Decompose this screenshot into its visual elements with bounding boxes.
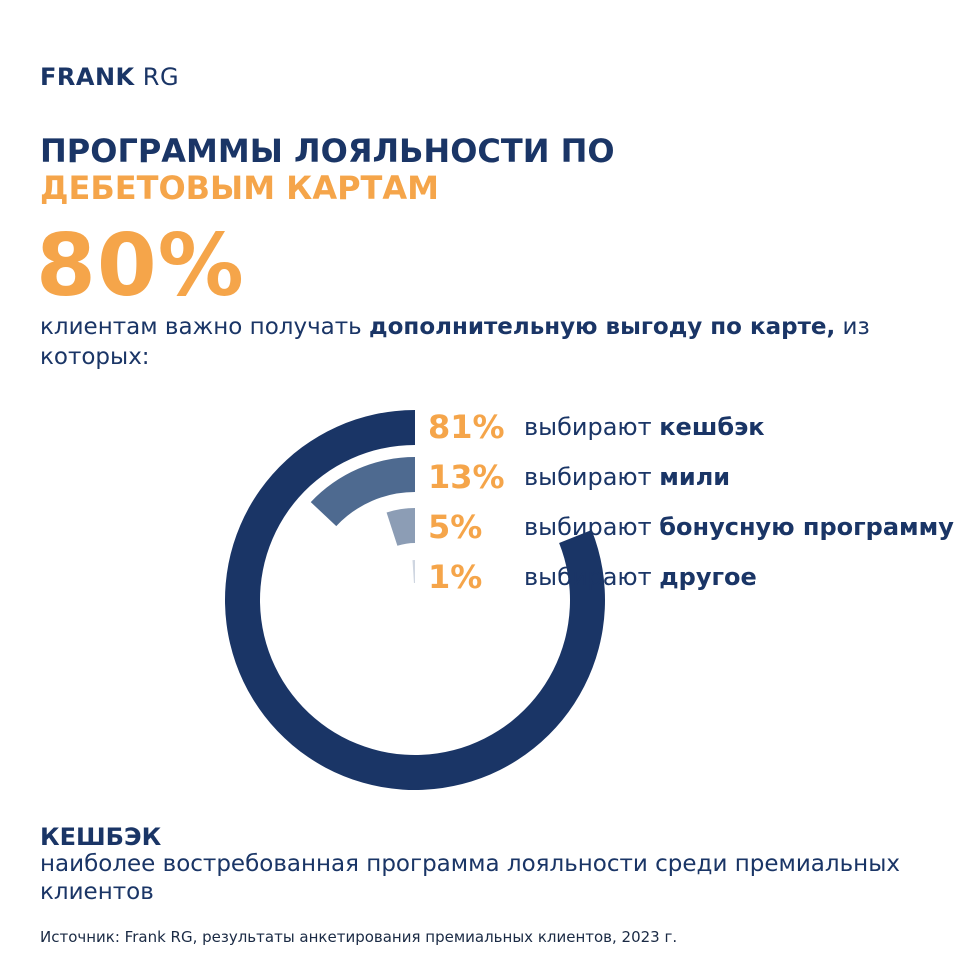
source-note: Источник: Frank RG, результаты анкетиров…	[40, 928, 678, 946]
legend-row-other: 1% выбирают другое	[428, 557, 757, 597]
brand-logo: FRANK RG	[40, 63, 179, 91]
ring-bar-4	[412, 560, 415, 584]
ring-bar-3	[386, 508, 415, 546]
title-accent: ДЕБЕТОВЫМ КАРТАМ	[40, 169, 439, 207]
subtitle-part2: из которых:	[40, 314, 870, 370]
logo-regular: RG	[142, 63, 180, 91]
legend-text: выбирают кешбэк	[524, 413, 765, 441]
legend-prefix: выбирают	[524, 413, 652, 441]
legend-prefix: выбирают	[524, 513, 652, 541]
pct-label: 1%	[428, 558, 483, 596]
ring-bar-2	[310, 457, 415, 527]
page-title: ПРОГРАММЫ ЛОЯЛЬНОСТИ ПО ДЕБЕТОВЫМ КАРТАМ	[40, 133, 860, 207]
category-label: бонусную программу	[659, 513, 954, 541]
category-label: другое	[659, 563, 757, 591]
legend-row-bonus: 5% выбирают бонусную программу	[428, 507, 954, 547]
legend-row-miles: 13% выбирают мили	[428, 457, 730, 497]
pct-label: 5%	[428, 508, 483, 546]
legend-row-cashback: 81% выбирают кешбэк	[428, 407, 765, 447]
footer-title: КЕШБЭК	[40, 823, 162, 851]
logo-bold: FRANK	[40, 63, 135, 91]
legend-text: выбирают бонусную программу	[524, 513, 954, 541]
headline-value: 80%	[36, 216, 245, 316]
pct-label: 81%	[428, 408, 505, 446]
legend-text: выбирают мили	[524, 463, 730, 491]
title-main: ПРОГРАММЫ ЛОЯЛЬНОСТИ ПО	[40, 132, 615, 170]
category-label: кешбэк	[659, 413, 765, 441]
legend-prefix: выбирают	[524, 563, 652, 591]
footer-text: наиболее востребованная программа лояльн…	[40, 851, 900, 905]
pct-label: 13%	[428, 458, 505, 496]
legend-text: выбирают другое	[524, 563, 757, 591]
subtitle: клиентам важно получать дополнительную в…	[40, 312, 960, 372]
legend-prefix: выбирают	[524, 463, 652, 491]
category-label: мили	[659, 463, 731, 491]
subtitle-bold: дополнительную выгоду по карте,	[369, 314, 836, 340]
subtitle-part1: клиентам важно получать	[40, 314, 370, 340]
